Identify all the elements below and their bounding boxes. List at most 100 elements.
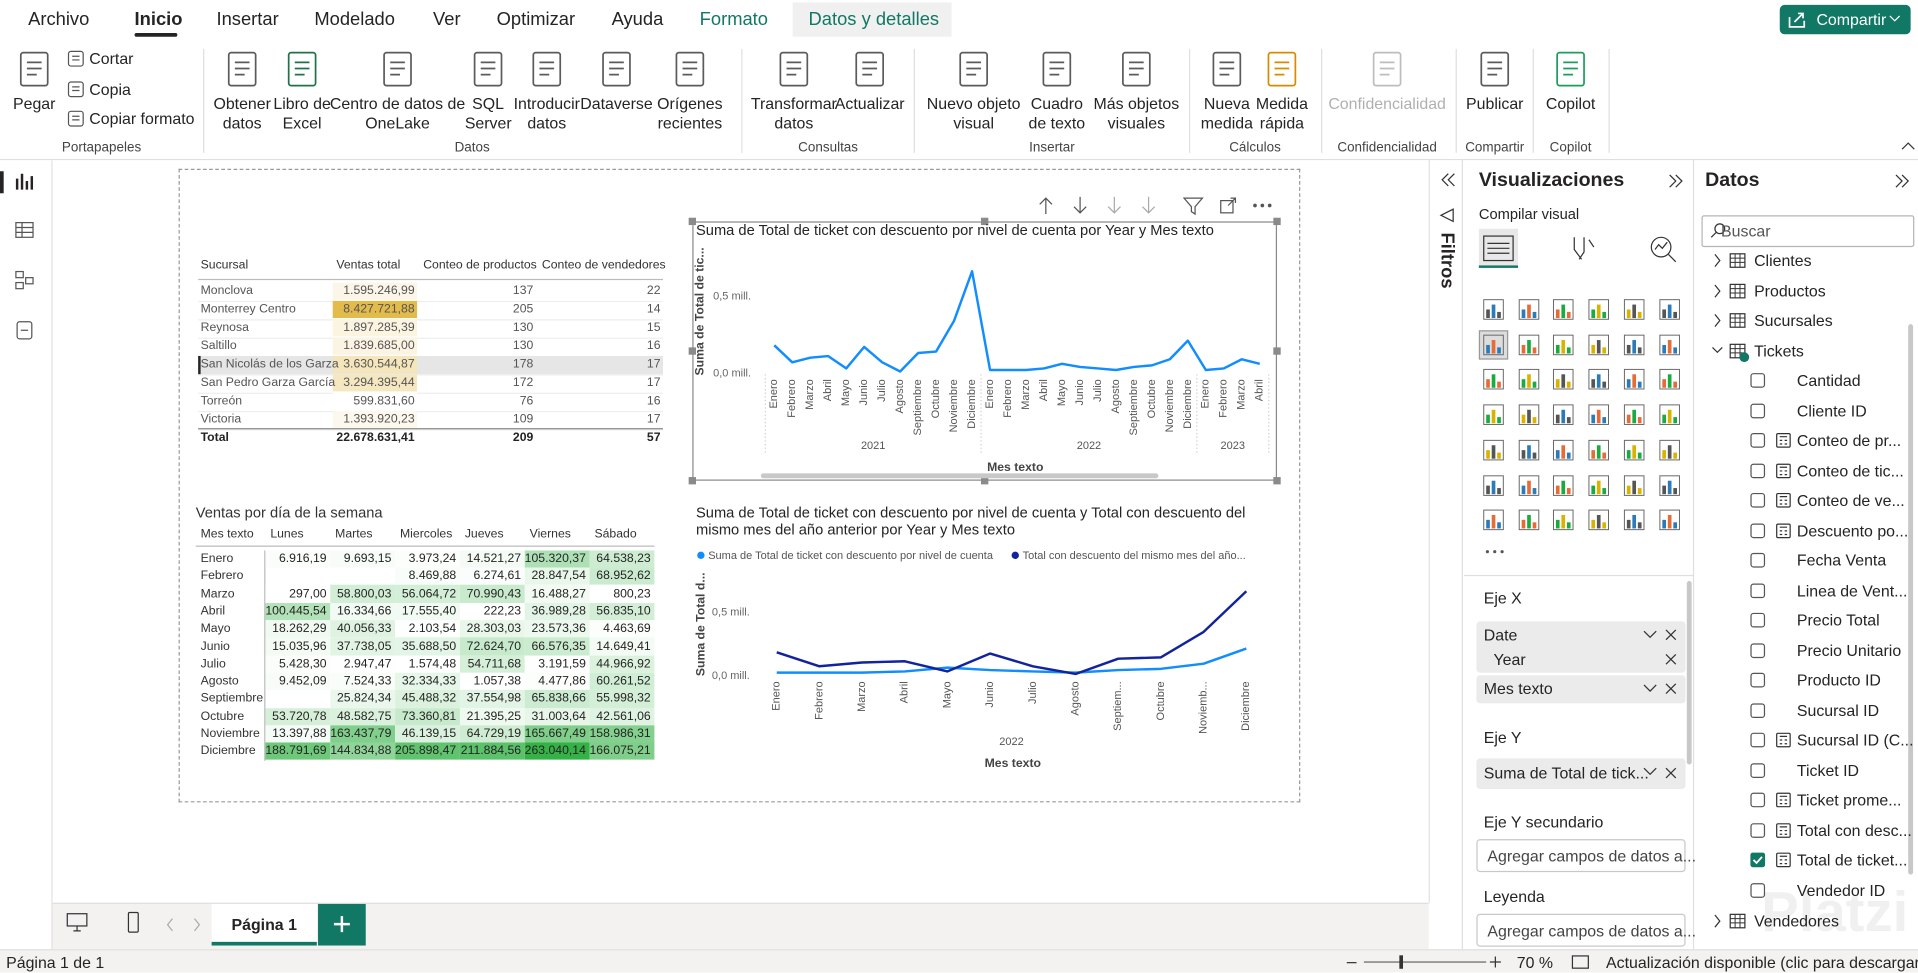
share-button[interactable] — [1779, 4, 1911, 35]
ribbon-icon[interactable] — [1478, 51, 1512, 88]
visual-type-icon[interactable] — [1588, 334, 1610, 356]
ribbon-small-icon[interactable] — [67, 81, 84, 98]
share-icon[interactable] — [1788, 11, 1806, 28]
ribbon-tab[interactable]: Insertar — [216, 9, 279, 30]
field-checkbox[interactable] — [1750, 732, 1766, 748]
fit-page[interactable] — [1571, 955, 1589, 969]
field-name[interactable]: Sucursal ID (C... — [1796, 730, 1914, 750]
data-pane-collapse[interactable] — [1895, 174, 1910, 189]
visual-type-icon[interactable] — [1518, 334, 1540, 356]
filters-collapse[interactable] — [1441, 172, 1456, 187]
ribbon-icon[interactable] — [17, 51, 51, 88]
ribbon-button[interactable]: Cortar — [89, 49, 134, 68]
resize-handle[interactable] — [981, 217, 989, 226]
field-name[interactable]: Total con desc... — [1796, 820, 1912, 840]
expand-chevron[interactable] — [1712, 914, 1722, 928]
field-name[interactable]: Ticket prome... — [1796, 790, 1902, 810]
field-checkbox[interactable] — [1750, 522, 1766, 538]
ribbon-button[interactable]: Copiar formato — [89, 109, 195, 128]
table-name[interactable]: Vendedores — [1754, 911, 1839, 931]
visual-header-icon[interactable] — [1037, 197, 1054, 215]
visual-type-icon[interactable] — [1518, 298, 1540, 320]
ribbon-tab[interactable]: Datos y detalles — [808, 9, 940, 30]
visual-type-icon[interactable] — [1588, 404, 1610, 426]
field-remove[interactable] — [1665, 629, 1677, 641]
visual-type-icon[interactable] — [1588, 369, 1610, 391]
more-visuals[interactable] — [1485, 549, 1505, 554]
ribbon-icon[interactable] — [1265, 51, 1299, 88]
visual-type-icon[interactable] — [1553, 369, 1575, 391]
add-page-icon[interactable] — [333, 916, 350, 933]
field-name[interactable]: Sucursal ID — [1796, 700, 1880, 720]
field-well-empty[interactable] — [1476, 839, 1686, 873]
field-checkbox[interactable] — [1750, 852, 1766, 868]
measure-icon[interactable] — [1776, 433, 1791, 448]
visual-header-icon[interactable] — [1140, 196, 1157, 214]
resize-handle[interactable] — [981, 477, 989, 485]
visual-type-icon[interactable] — [1518, 439, 1540, 461]
ribbon-icon[interactable] — [530, 51, 564, 88]
scrollbar[interactable] — [760, 473, 1159, 479]
visual-type-icon[interactable] — [1483, 298, 1505, 320]
ribbon-icon[interactable] — [225, 51, 259, 88]
ribbon-button[interactable]: Obtener datos — [213, 94, 271, 133]
ribbon-small-icon[interactable] — [67, 50, 84, 67]
ribbon-icon[interactable] — [1119, 51, 1153, 88]
mobile-view[interactable] — [127, 911, 139, 933]
field-name[interactable]: Fecha Venta — [1796, 551, 1887, 570]
table-icon[interactable] — [1729, 283, 1746, 299]
field-name[interactable]: Cliente ID — [1796, 401, 1867, 420]
ribbon-button[interactable]: Libro de Excel — [273, 94, 331, 133]
visual-type-icon[interactable] — [1623, 369, 1645, 391]
visual-type-icon[interactable] — [1623, 334, 1645, 356]
visual-type-icon[interactable] — [1623, 439, 1645, 461]
visual-type-icon[interactable] — [1658, 509, 1680, 531]
ribbon-icon[interactable] — [1040, 51, 1074, 88]
nav-view-icon[interactable] — [15, 171, 35, 191]
visual-type-icon[interactable] — [1553, 439, 1575, 461]
field-checkbox[interactable] — [1750, 822, 1766, 838]
filters-icon[interactable] — [1439, 208, 1455, 223]
field-checkbox[interactable] — [1750, 403, 1766, 418]
field-checkbox[interactable] — [1750, 552, 1766, 568]
nav-view-icon[interactable] — [15, 220, 35, 240]
field-remove[interactable] — [1665, 653, 1677, 665]
ribbon-button[interactable]: Publicar — [1466, 94, 1524, 113]
visual-type-icon[interactable] — [1623, 509, 1645, 531]
visual-type-icon[interactable] — [1553, 404, 1575, 426]
format-visual-icon[interactable] — [1569, 235, 1596, 262]
pane-collapse[interactable] — [1668, 174, 1683, 189]
field-remove[interactable] — [1665, 683, 1677, 694]
ribbon-button[interactable]: Pegar — [13, 94, 56, 113]
ribbon-tab[interactable]: Modelado — [314, 9, 395, 30]
visual-type-icon[interactable] — [1588, 509, 1610, 531]
field-checkbox[interactable] — [1750, 433, 1766, 448]
resize-handle[interactable] — [688, 347, 697, 355]
filters-label[interactable]: Filtros — [1436, 232, 1458, 289]
field-checkbox[interactable] — [1750, 882, 1766, 898]
nav-view-icon[interactable] — [15, 270, 35, 290]
field-checkbox[interactable] — [1750, 612, 1766, 628]
field-chevron[interactable] — [1643, 630, 1657, 639]
search-icon[interactable] — [1710, 223, 1726, 239]
field-name[interactable]: Ticket ID — [1796, 760, 1860, 780]
ribbon-icon[interactable] — [777, 51, 811, 88]
ribbon-button[interactable]: Orígenes recientes — [657, 94, 723, 133]
visual-header-icon[interactable] — [1072, 196, 1089, 214]
field-name[interactable]: Linea de Vent... — [1796, 581, 1908, 600]
page-tab-label[interactable]: Página 1 — [231, 915, 297, 934]
measure-icon[interactable] — [1776, 492, 1791, 508]
visual-type-icon[interactable] — [1483, 369, 1505, 391]
visual-type-icon[interactable] — [1623, 474, 1645, 496]
page-tab[interactable] — [211, 903, 317, 946]
visual-type-icon[interactable] — [1518, 474, 1540, 496]
ribbon-icon[interactable] — [599, 51, 633, 88]
resize-handle[interactable] — [688, 217, 697, 226]
field-checkbox[interactable] — [1750, 672, 1766, 688]
visual-type-icon[interactable] — [1483, 509, 1505, 531]
ribbon-icon[interactable] — [853, 51, 887, 88]
measure-icon[interactable] — [1776, 732, 1791, 748]
field-name[interactable]: Producto ID — [1796, 670, 1881, 690]
table-name[interactable]: Productos — [1754, 281, 1826, 301]
resize-handle[interactable] — [688, 477, 697, 485]
